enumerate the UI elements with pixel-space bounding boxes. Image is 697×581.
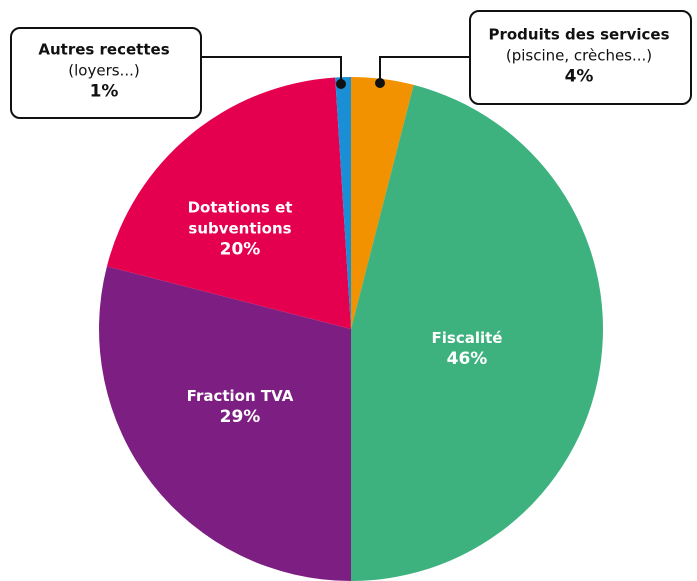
pie-slice bbox=[335, 77, 351, 329]
value-label: 1% bbox=[89, 81, 119, 102]
slice-label: Autres recettes (loyers...) 1% bbox=[0, 40, 214, 103]
pie-slice bbox=[351, 77, 414, 329]
slice-label: Fraction TVA 29% bbox=[165, 386, 315, 428]
value-label: 46% bbox=[446, 349, 488, 369]
callout-box bbox=[469, 10, 692, 105]
category-label: Dotations et subventions bbox=[187, 198, 293, 238]
pie-slice bbox=[98, 266, 351, 581]
value-label: 4% bbox=[564, 66, 594, 87]
category-label: Produits des services bbox=[488, 25, 670, 44]
leader-line bbox=[200, 56, 342, 84]
category-label: Fraction TVA bbox=[186, 387, 294, 405]
slice-label: Dotations et subventions 20% bbox=[165, 198, 315, 261]
detail-label: (piscine, crèches...) bbox=[505, 46, 653, 65]
leader-dot bbox=[375, 78, 385, 88]
slice-label: Produits des services (piscine, crèches..… bbox=[469, 25, 689, 88]
category-label: Autres recettes bbox=[38, 40, 170, 59]
slice-label: Fiscalité 46% bbox=[392, 328, 542, 370]
value-label: 29% bbox=[219, 407, 261, 427]
callout-box bbox=[10, 27, 202, 119]
pie-slice bbox=[351, 84, 603, 581]
leader-dot bbox=[336, 79, 346, 89]
category-label: Fiscalité bbox=[431, 329, 503, 347]
value-label: 20% bbox=[219, 239, 261, 260]
leader-line bbox=[379, 56, 469, 83]
pie-slice bbox=[106, 77, 351, 330]
detail-label: (loyers...) bbox=[68, 61, 140, 80]
